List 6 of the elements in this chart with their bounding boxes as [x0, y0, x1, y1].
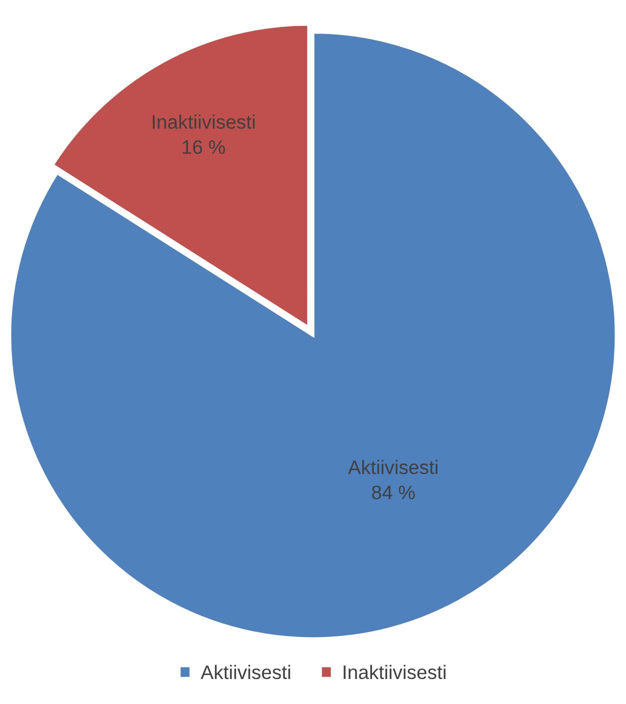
slice-label: Inaktiivisesti [152, 114, 255, 129]
slice-label: Aktiivisesti [348, 460, 438, 474]
legend-label: Inaktiivisesti [344, 664, 446, 680]
data-label: 84 % [372, 486, 415, 500]
data-label: 16 % [182, 140, 225, 154]
legend-label: Aktiivisesti [200, 664, 290, 680]
